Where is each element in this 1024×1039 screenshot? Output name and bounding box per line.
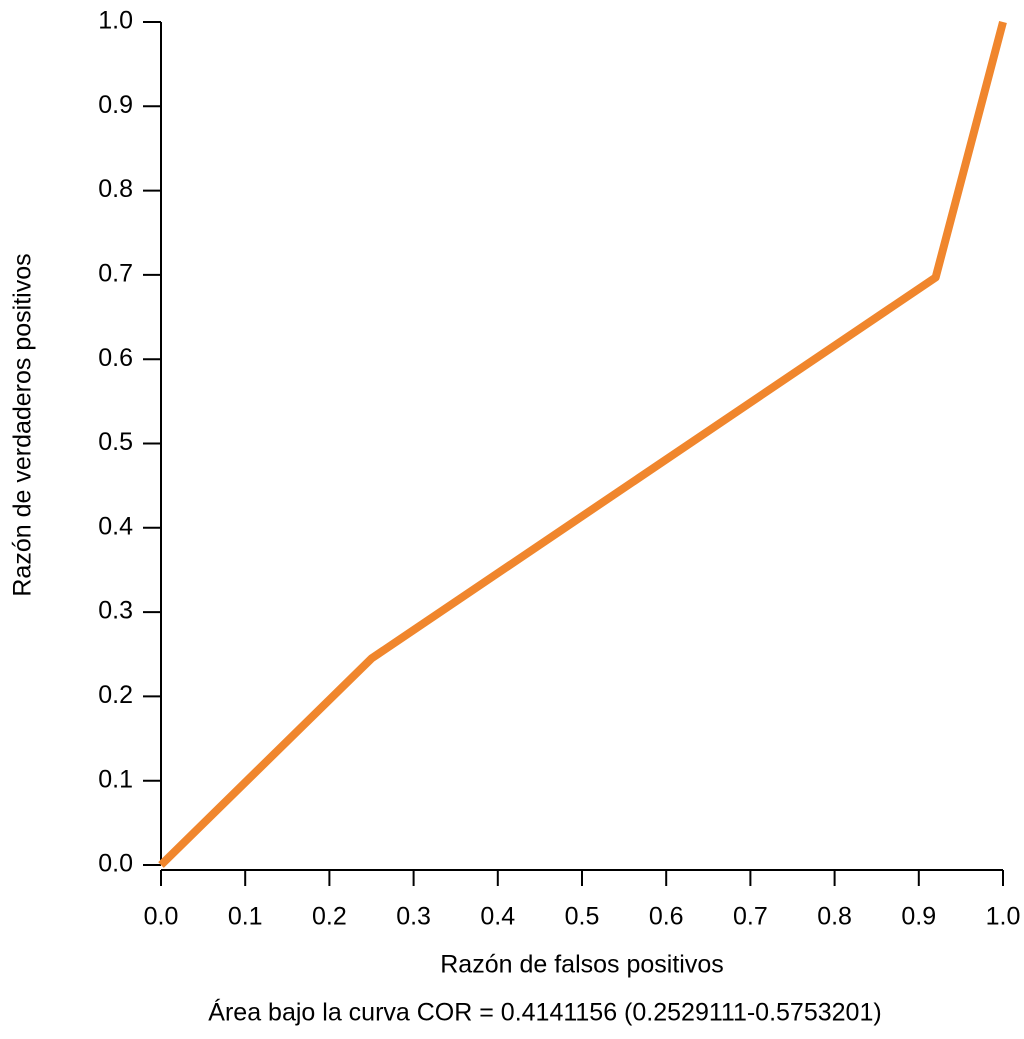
x-tick-label: 0.2 [312,903,347,931]
y-tick-label: 0.2 [98,681,133,709]
x-tick-label: 0.4 [480,903,515,931]
y-tick-label: 0.6 [98,344,133,372]
y-axis-label: Razón de verdaderos positivos [9,253,37,596]
y-tick-label: 0.3 [98,597,133,625]
x-tick-label: 1.0 [986,903,1021,931]
x-tick-label: 0.6 [649,903,684,931]
annotation: Área bajo la curva COR = 0.4141156 (0.25… [208,998,881,1027]
x-tick-label: 0.9 [901,903,936,931]
x-tick-label: 0.8 [817,903,852,931]
x-tick-label: 0.5 [565,903,600,931]
roc-line [158,20,1007,868]
x-tick-label: 0.3 [396,903,431,931]
x-tick-label: 0.0 [144,903,179,931]
y-tick-label: 0.7 [98,260,133,288]
y-tick-label: 0.4 [98,512,133,540]
y-tick-label: 0.5 [98,428,133,456]
y-tick-label: 0.0 [98,850,133,878]
x-tick-label: 0.7 [733,903,768,931]
y-tick-label: 0.1 [98,765,133,793]
y-tick-label: 0.8 [98,175,133,203]
y-tick-label: 0.9 [98,91,133,119]
y-tick-label: 1.0 [98,7,133,35]
x-tick-label: 0.1 [228,903,263,931]
x-axis-label: Razón de falsos positivos [440,951,723,979]
